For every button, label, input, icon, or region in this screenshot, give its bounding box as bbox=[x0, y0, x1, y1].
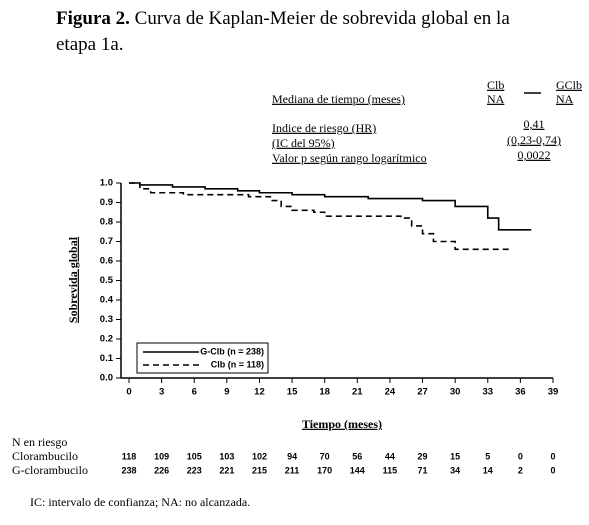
x-tick-label: 9 bbox=[224, 387, 229, 398]
hr-label: Indice de riesgo (HR) bbox=[272, 121, 376, 135]
p-value: 0,0022 bbox=[518, 148, 551, 162]
x-tick-label: 39 bbox=[548, 387, 559, 398]
risk-value: 94 bbox=[287, 451, 297, 461]
footnote: IC: intervalo de confianza; NA: no alcan… bbox=[30, 495, 250, 509]
risk-title: N en riesgo bbox=[12, 435, 67, 449]
chart-title: Curva de Kaplan-Meier de sobrevida globa… bbox=[56, 8, 510, 55]
risk-value: 238 bbox=[121, 465, 136, 475]
risk-value: 34 bbox=[450, 465, 460, 475]
y-tick-label: 0.1 bbox=[100, 353, 114, 364]
ci-value: (0,23-0,74) bbox=[507, 133, 561, 147]
x-tick-label: 27 bbox=[417, 387, 428, 398]
risk-value: 118 bbox=[122, 451, 137, 461]
column-median: NA bbox=[556, 92, 574, 106]
y-tick-label: 0.7 bbox=[100, 236, 113, 247]
risk-value: 215 bbox=[252, 465, 267, 475]
risk-value: 70 bbox=[320, 451, 330, 461]
risk-value: 44 bbox=[385, 451, 395, 461]
y-tick-label: 0.6 bbox=[100, 256, 113, 267]
risk-value: 71 bbox=[418, 465, 428, 475]
x-tick-label: 33 bbox=[482, 387, 493, 398]
risk-value: 56 bbox=[352, 451, 362, 461]
risk-value: 105 bbox=[187, 451, 202, 461]
x-tick-label: 21 bbox=[352, 387, 363, 398]
hr-value: 0,41 bbox=[524, 117, 545, 131]
column-name: Clb bbox=[487, 78, 504, 92]
risk-value: 221 bbox=[219, 465, 234, 475]
ci-label: (IC del 95%) bbox=[272, 136, 335, 150]
legend-box bbox=[136, 342, 269, 374]
risk-value: 15 bbox=[450, 451, 460, 461]
risk-value: 170 bbox=[317, 465, 332, 475]
risk-value: 0 bbox=[550, 465, 555, 475]
x-axis-label: Tiempo (meses) bbox=[302, 417, 382, 431]
risk-value: 115 bbox=[383, 465, 398, 475]
y-tick-label: 0.0 bbox=[100, 373, 113, 384]
x-tick-label: 30 bbox=[450, 387, 461, 398]
risk-value: 223 bbox=[187, 465, 202, 475]
risk-value: 5 bbox=[485, 451, 490, 461]
risk-value: 109 bbox=[154, 451, 169, 461]
y-tick-label: 0.8 bbox=[100, 217, 113, 228]
median-label: Mediana de tiempo (meses) bbox=[272, 92, 405, 106]
column-name: GClb bbox=[556, 78, 582, 92]
legend-label: Clb (n = 118) bbox=[211, 359, 264, 369]
risk-value: 0 bbox=[518, 451, 523, 461]
survival-curve bbox=[129, 182, 532, 231]
risk-row-name: G-clorambucilo bbox=[12, 463, 88, 477]
x-tick-label: 24 bbox=[385, 387, 396, 398]
risk-value: 226 bbox=[154, 465, 169, 475]
y-tick-label: 0.5 bbox=[100, 275, 114, 286]
y-axis-label: Sobrevida global bbox=[66, 236, 80, 323]
legend-label: G-Clb (n = 238) bbox=[200, 346, 264, 356]
risk-value: 14 bbox=[483, 465, 493, 475]
x-tick-label: 15 bbox=[287, 387, 298, 398]
y-tick-label: 0.9 bbox=[100, 197, 113, 208]
figure-label: Figura 2. bbox=[56, 8, 130, 29]
risk-row-name: Clorambucilo bbox=[12, 449, 78, 463]
x-tick-label: 6 bbox=[192, 387, 197, 398]
risk-value: 2 bbox=[518, 465, 523, 475]
x-tick-label: 0 bbox=[126, 387, 131, 398]
y-tick-label: 1.0 bbox=[100, 178, 113, 189]
risk-value: 211 bbox=[285, 465, 300, 475]
risk-value: 29 bbox=[418, 451, 428, 461]
y-tick-label: 0.2 bbox=[100, 334, 113, 345]
risk-value: 144 bbox=[350, 465, 365, 475]
risk-value: 102 bbox=[252, 451, 267, 461]
column-median: NA bbox=[487, 92, 505, 106]
p-label: Valor p según rango logarítmico bbox=[272, 151, 427, 165]
x-tick-label: 3 bbox=[159, 387, 164, 398]
x-tick-label: 36 bbox=[515, 387, 526, 398]
y-tick-label: 0.3 bbox=[100, 314, 113, 325]
y-tick-label: 0.4 bbox=[100, 295, 114, 306]
risk-value: 0 bbox=[550, 451, 555, 461]
survival-curve bbox=[129, 182, 510, 251]
x-tick-label: 12 bbox=[254, 387, 265, 398]
x-tick-label: 18 bbox=[319, 387, 330, 398]
title-block: Figura 2. Curva de Kaplan-Meier de sobre… bbox=[56, 6, 531, 58]
risk-value: 103 bbox=[219, 451, 234, 461]
